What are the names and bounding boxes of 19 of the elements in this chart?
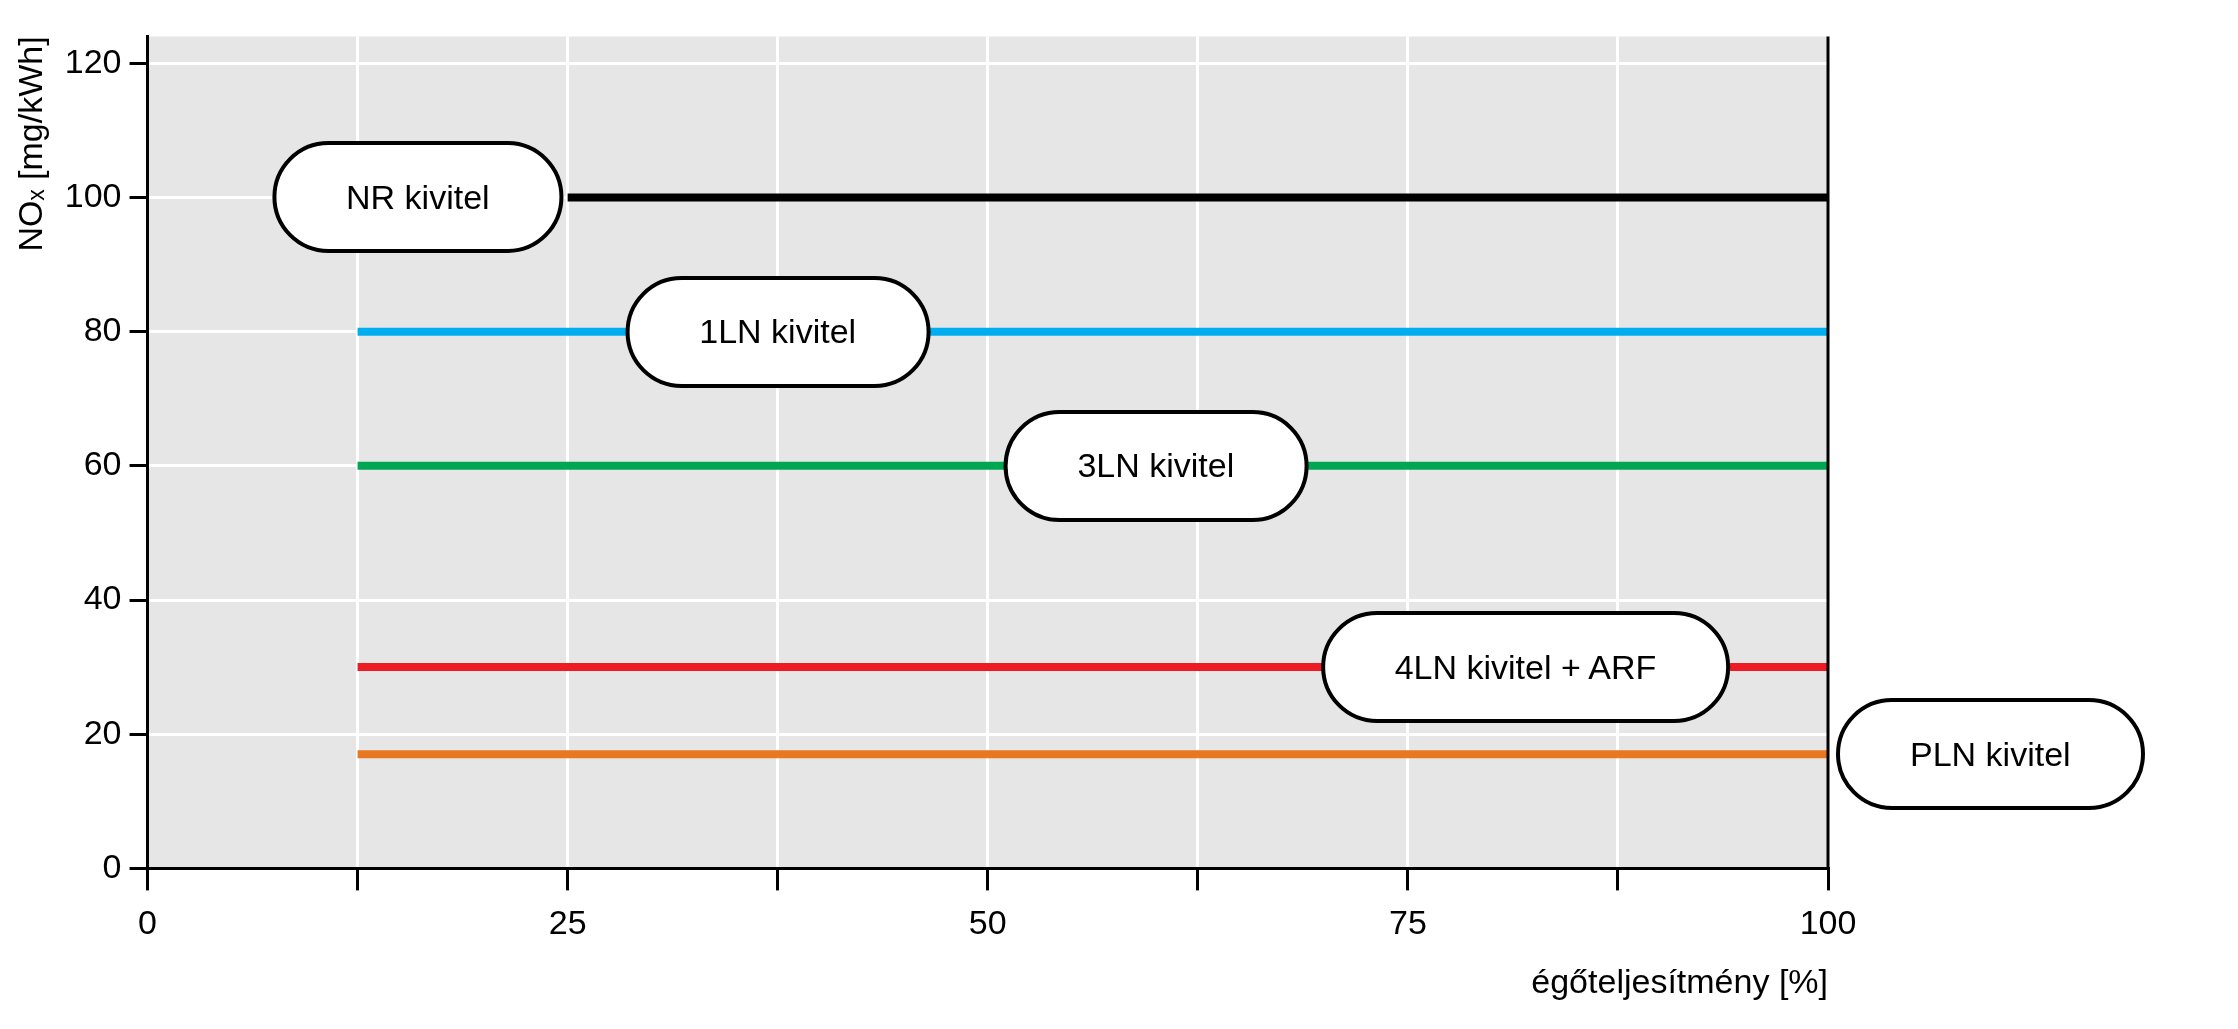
y-tick-label: 100 [64, 175, 122, 214]
y-tick-label: 60 [83, 444, 122, 483]
rounded-label-box: NR kivitel [272, 141, 564, 254]
rounded-label-box: PLN kivitel [1836, 698, 2145, 811]
x-axis-title: égőteljesítmény [%] [1531, 961, 1828, 1000]
y-tick-label: 80 [83, 310, 122, 348]
y-axis-title: NOₓ [mg/kWh] [10, 36, 49, 252]
rounded-label-box: 3LN kivitel [1003, 409, 1309, 522]
y-tick-label: 40 [83, 578, 122, 617]
rounded-label-box: 1LN kivitel [625, 275, 931, 388]
rounded-label-box: 4LN kivitel + ARF [1320, 611, 1731, 724]
x-tick-label: 75 [1388, 903, 1427, 942]
x-tick-label: 100 [1799, 903, 1857, 942]
y-tick-label: 120 [64, 41, 122, 80]
y-tick-label: 20 [83, 712, 122, 751]
x-tick-label: 50 [968, 903, 1007, 942]
x-tick-label: 0 [138, 903, 157, 942]
x-tick-label: 25 [548, 903, 587, 942]
y-tick-label: 0 [102, 846, 122, 885]
